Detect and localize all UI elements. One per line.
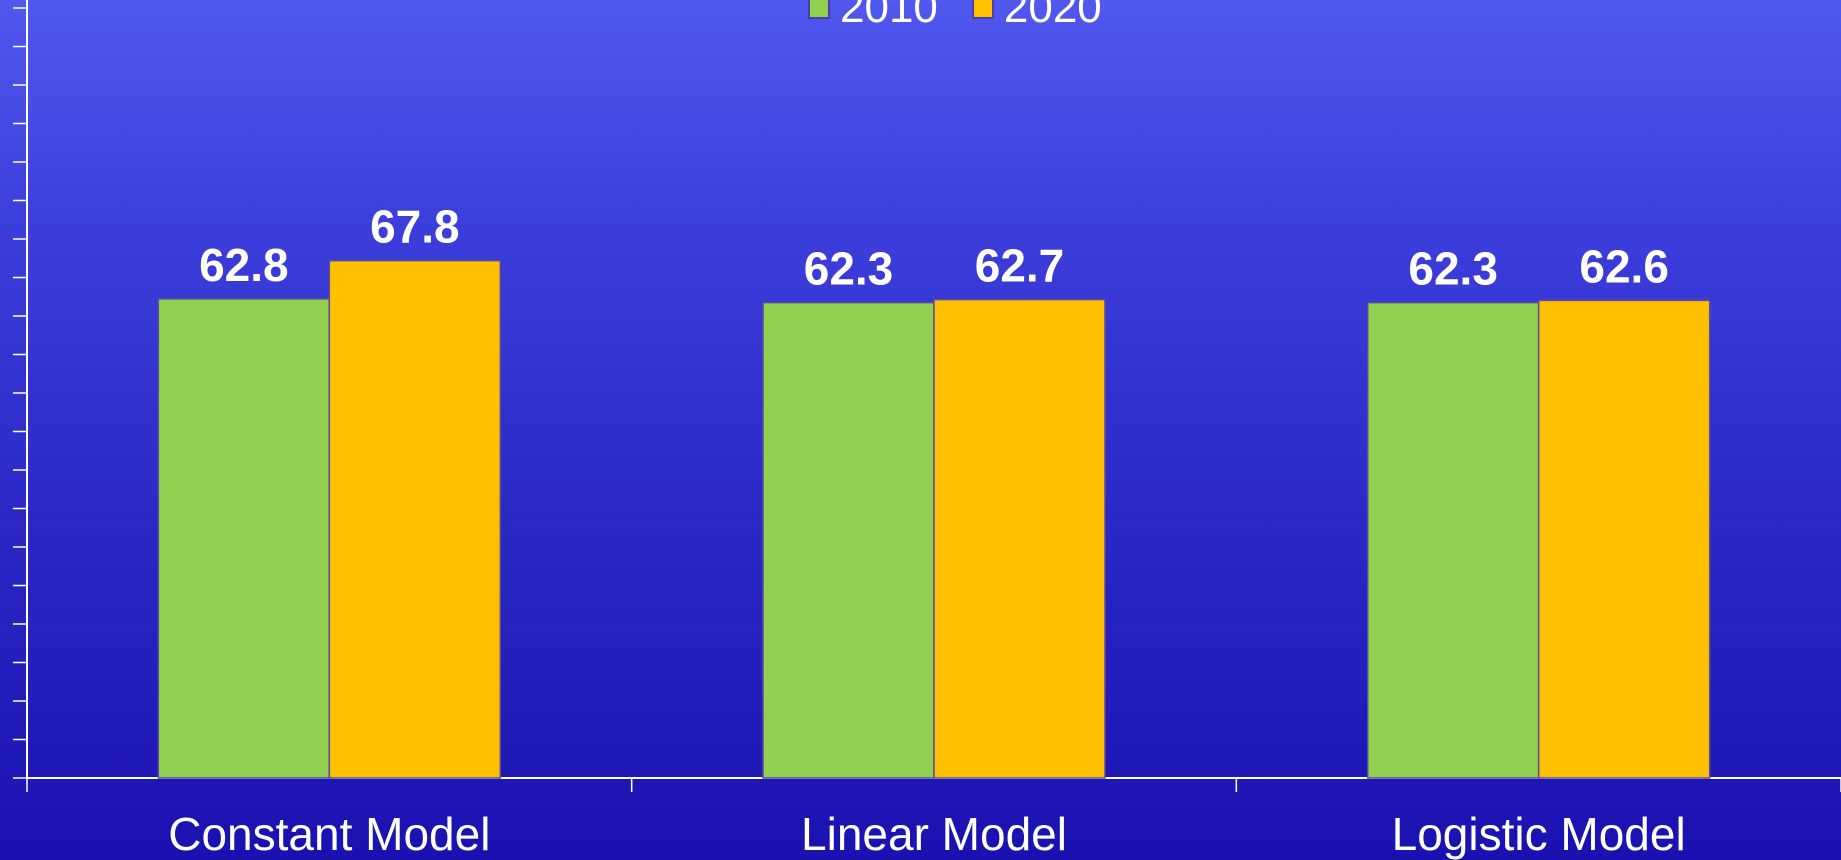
bar-2020-2	[1537, 299, 1711, 779]
data-label: 62.8	[199, 239, 289, 291]
data-label: 62.6	[1579, 240, 1669, 292]
x-tick-label: Linear Model	[801, 808, 1067, 860]
data-label: 62.3	[1408, 243, 1498, 295]
x-tick-label: Logistic Model	[1392, 808, 1686, 860]
legend-item-2010: 2010	[808, 0, 938, 30]
data-label: 62.3	[804, 243, 894, 295]
data-label: 62.7	[975, 240, 1065, 292]
legend-item-2020: 2020	[971, 0, 1102, 32]
legend-swatch-2020	[971, 0, 994, 19]
data-label: 67.8	[370, 201, 460, 253]
legend-label-2010: 2010	[840, 0, 938, 32]
bar-2010-0	[157, 298, 331, 779]
bar-2010-1	[762, 301, 935, 779]
legend-label-2020: 2020	[1003, 0, 1102, 32]
x-tick-label: Constant Model	[168, 808, 490, 860]
bar-2010-2	[1366, 301, 1540, 779]
chart-legend: 2010 2020	[808, 0, 1102, 30]
bar-2020-0	[328, 259, 502, 779]
bar-2020-1	[933, 298, 1106, 779]
legend-swatch-2010	[808, 0, 830, 19]
